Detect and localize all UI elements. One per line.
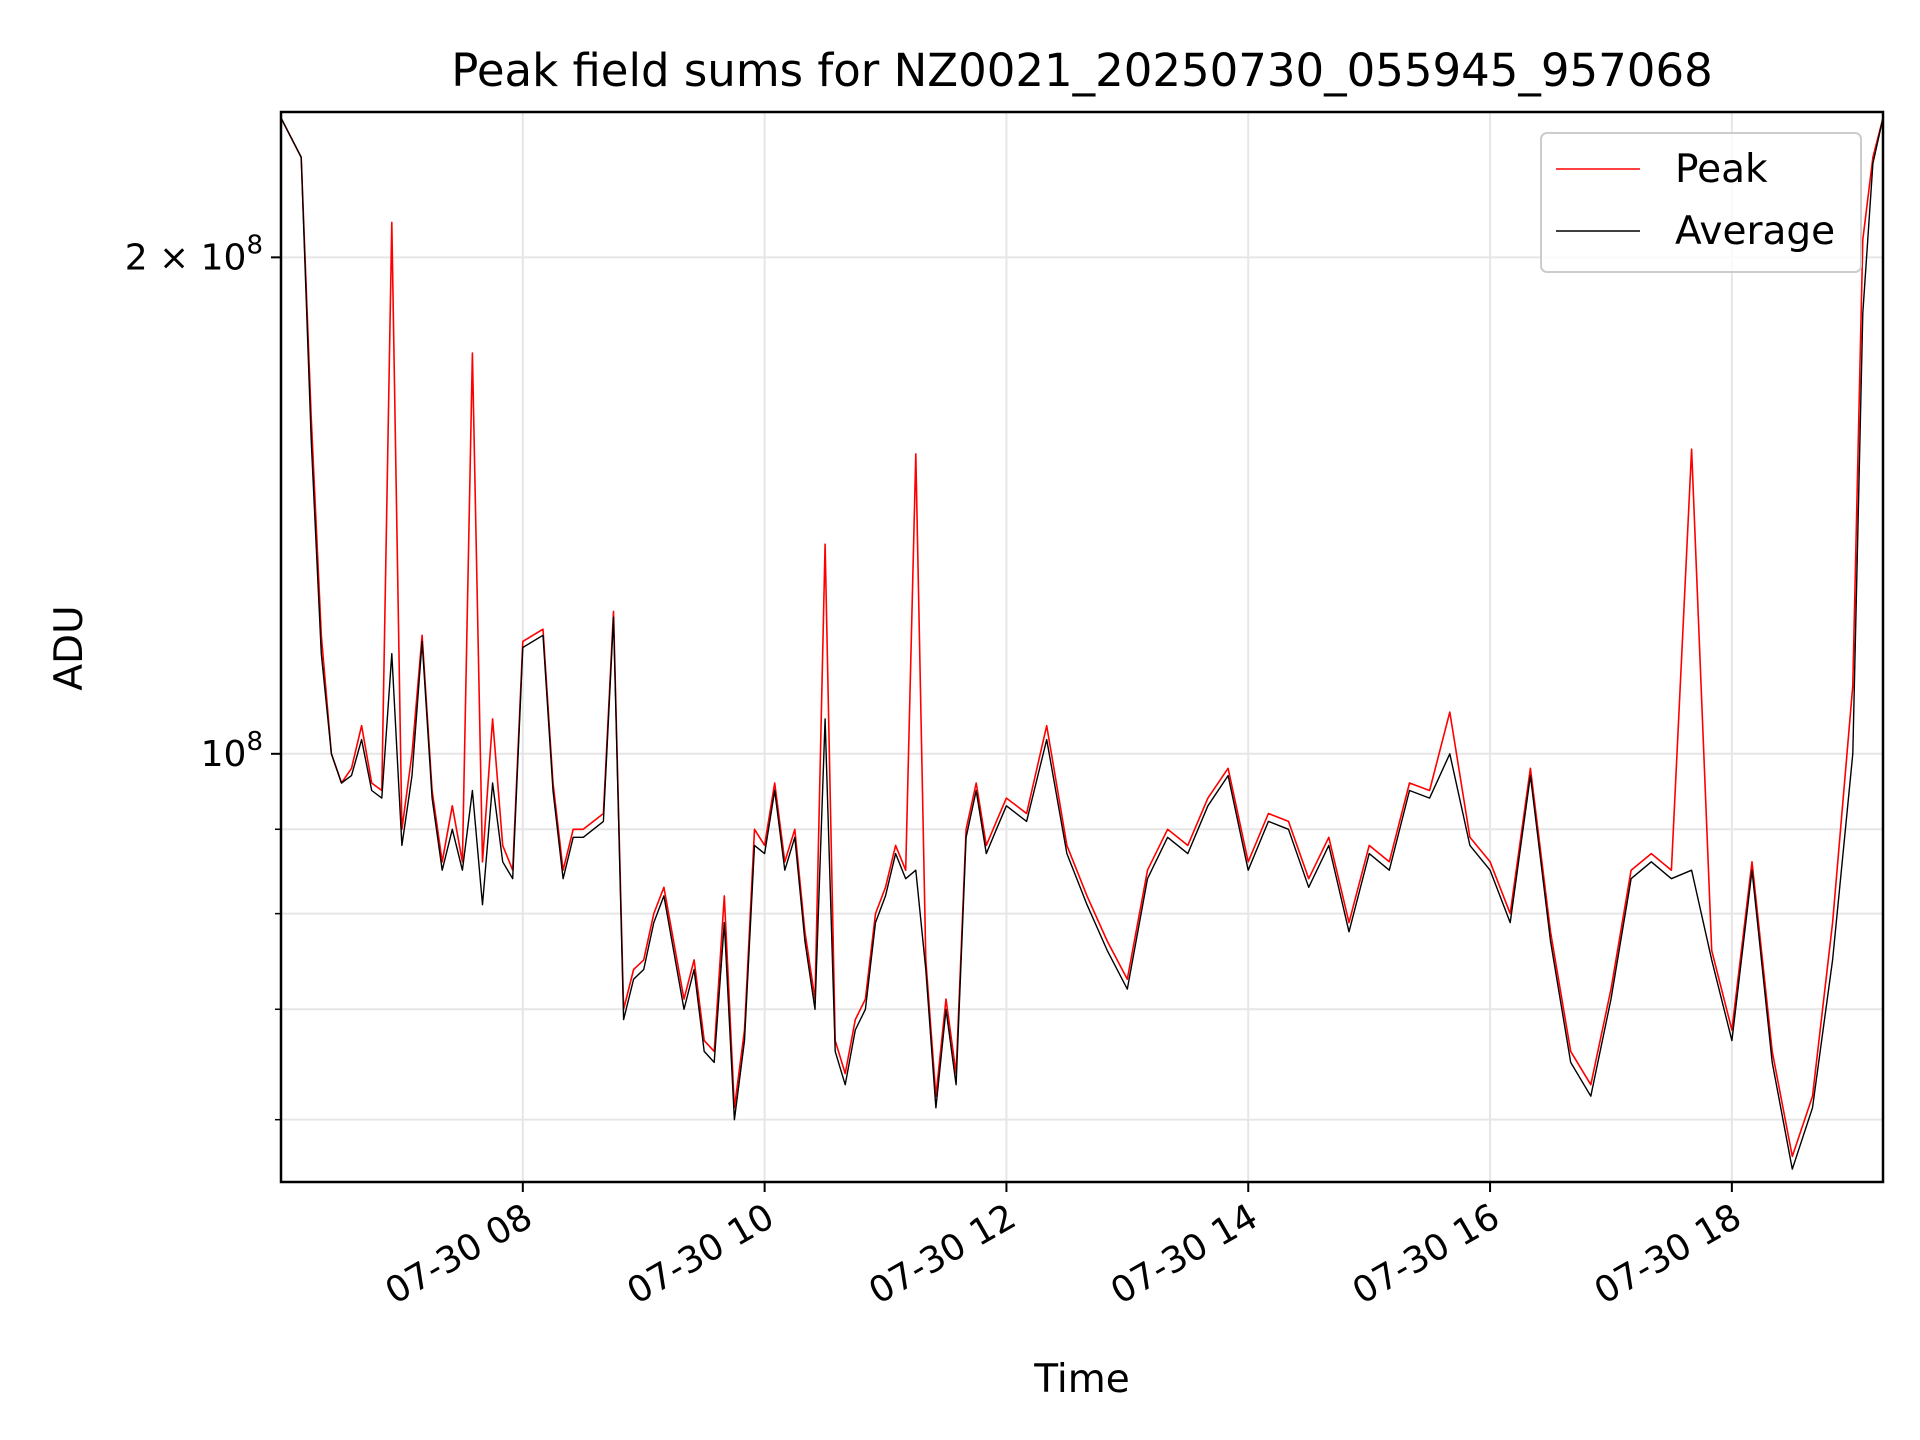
legend: Peak Average xyxy=(1540,132,1862,273)
legend-label-peak: Peak xyxy=(1675,147,1768,192)
y-tick-label: 108 xyxy=(201,727,263,775)
legend-box xyxy=(1540,132,1862,273)
legend-label-average: Average xyxy=(1675,209,1835,254)
chart-title: Peak field sums for NZ0021_20250730_0559… xyxy=(451,44,1712,97)
series-layer xyxy=(280,117,1884,1170)
plot-frame xyxy=(279,110,1885,1184)
series-line-average xyxy=(280,117,1884,1170)
y-axis-label: ADU xyxy=(47,605,92,690)
series-line-peak xyxy=(280,117,1884,1158)
grid xyxy=(281,112,1883,1182)
y-tick-label: 2 × 108 xyxy=(125,230,263,278)
x-axis-label: Time xyxy=(1033,1357,1129,1402)
